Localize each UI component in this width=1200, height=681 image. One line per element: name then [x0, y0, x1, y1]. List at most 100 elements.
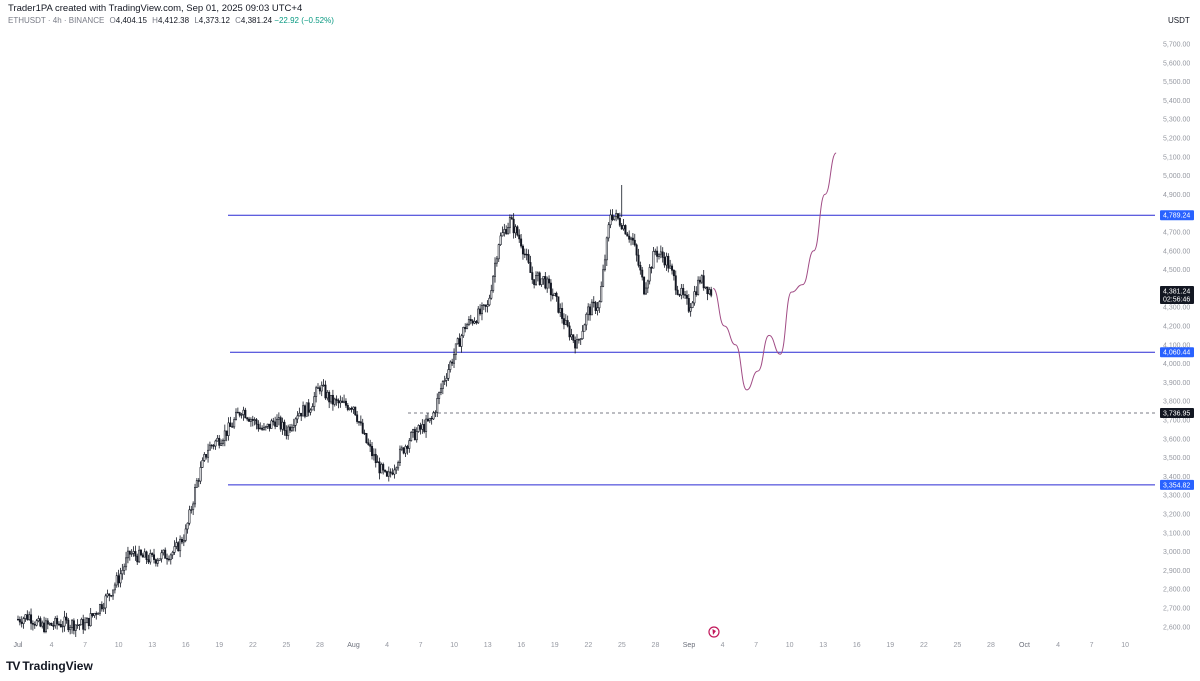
candle [262, 423, 265, 431]
candle [24, 614, 27, 622]
symbol-label[interactable]: ETHUSDT · 4h · BINANCE [8, 16, 105, 25]
candle [298, 407, 301, 417]
candle-body [91, 613, 94, 616]
candle-body [30, 614, 33, 624]
tradingview-logo[interactable]: TV TradingView [6, 659, 93, 673]
candle-body [231, 426, 234, 428]
y-tick-label: 5,600.00 [1163, 60, 1190, 67]
candle-body [507, 227, 510, 235]
candle [512, 213, 515, 239]
x-tick-label: 10 [1121, 642, 1129, 649]
candle [659, 245, 662, 259]
candle-body [134, 551, 137, 557]
last-price-label: 4,381.24 [1163, 288, 1190, 295]
candle [268, 423, 271, 432]
candle [518, 229, 521, 243]
candle-body [44, 620, 47, 633]
candle-body [384, 469, 387, 472]
candle [147, 554, 150, 565]
candle-body [71, 620, 74, 628]
candle-body [382, 464, 385, 471]
candle-body [564, 320, 567, 325]
candle-body [562, 318, 565, 325]
candle-body [574, 340, 577, 349]
candle-body [499, 235, 502, 245]
candle-body [199, 467, 202, 482]
candle-body [387, 471, 390, 477]
candle-body [453, 354, 456, 364]
candle-body [52, 625, 55, 627]
candle-body [432, 412, 435, 420]
candle-body [179, 538, 182, 552]
candle [76, 619, 79, 629]
candle [700, 274, 703, 285]
candle [615, 209, 618, 222]
candle-body [523, 253, 526, 256]
candle [514, 224, 517, 239]
candle-body [462, 327, 465, 337]
candle-body [227, 422, 230, 436]
candle-body [270, 420, 273, 429]
candle-body [31, 623, 34, 625]
candle-body [125, 557, 128, 568]
candle [650, 266, 653, 274]
candle [622, 219, 625, 231]
candle-body [445, 377, 448, 381]
candle [438, 391, 441, 405]
candle-body [354, 406, 357, 416]
candle-body [659, 251, 662, 255]
y-tick-label: 5,400.00 [1163, 98, 1190, 105]
candle [326, 390, 329, 401]
candle-body [186, 522, 189, 530]
candle-body [542, 276, 545, 280]
candle [199, 461, 202, 485]
candle-body [249, 418, 252, 422]
candle-body [352, 406, 355, 410]
candle [428, 417, 431, 424]
candle-body [441, 381, 444, 389]
candle [620, 223, 623, 230]
y-tick-label: 4,900.00 [1163, 192, 1190, 199]
candle-body [154, 559, 157, 564]
candle [352, 406, 355, 414]
candle [495, 256, 498, 267]
candle [535, 271, 538, 286]
candle-body [657, 253, 660, 257]
candle [598, 300, 601, 313]
candle [611, 209, 614, 222]
candle [249, 417, 252, 427]
candle-body [112, 589, 115, 597]
candle [635, 243, 638, 262]
candle-body [98, 604, 101, 614]
candle-body [553, 292, 556, 296]
candle-body [350, 408, 353, 410]
currency-label[interactable]: USDT [1168, 16, 1190, 25]
candle [374, 448, 377, 468]
candle-body [691, 302, 694, 308]
candle [587, 303, 590, 321]
price-axis: 5,700.00 5,600.00 5,500.00 5,400.00 5,300.00… [1163, 42, 1190, 632]
candle-body [197, 480, 200, 482]
candle-body [413, 429, 416, 441]
candle-body [697, 279, 700, 295]
candle [227, 417, 230, 441]
x-tick-label: 10 [450, 642, 458, 649]
candle [292, 418, 295, 432]
candle-body [702, 275, 705, 289]
candle-body [458, 338, 461, 347]
candle [214, 439, 217, 450]
candle [33, 621, 36, 629]
candle [633, 233, 636, 247]
candle [201, 457, 204, 468]
candle [678, 293, 681, 297]
candle-body [84, 622, 87, 630]
candle-body [262, 427, 265, 430]
candle-body [285, 430, 288, 436]
close-label: C [235, 16, 241, 25]
candle [270, 418, 273, 429]
candle-body [372, 453, 375, 457]
candle [138, 545, 141, 563]
candle-body [85, 617, 88, 624]
candle [164, 547, 167, 559]
